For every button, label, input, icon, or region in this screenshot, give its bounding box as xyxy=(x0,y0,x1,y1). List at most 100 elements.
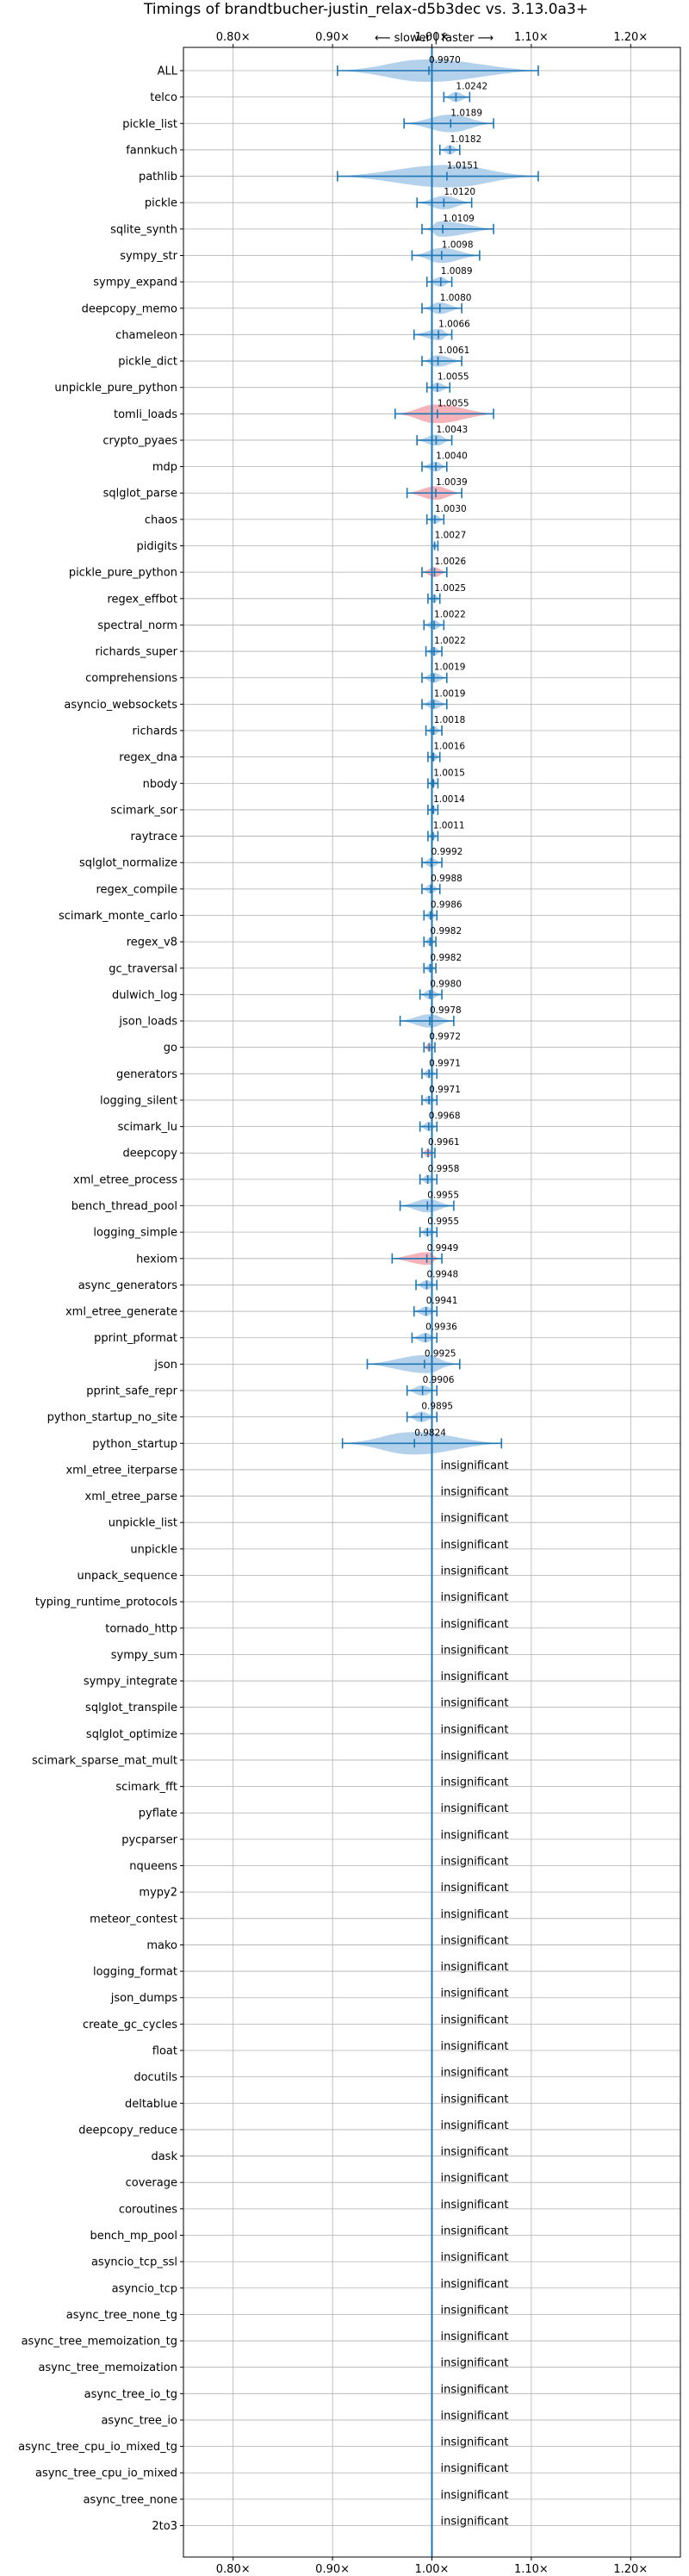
benchmark-label: regex_dna xyxy=(119,751,177,764)
insignificant-label: insignificant xyxy=(441,2224,509,2237)
insignificant-label: insignificant xyxy=(441,2278,509,2291)
value-label: 1.0098 xyxy=(442,240,474,250)
insignificant-label: insignificant xyxy=(441,1591,509,1604)
insignificant-label: insignificant xyxy=(441,2410,509,2423)
benchmark-label: logging_format xyxy=(93,1966,177,1979)
value-label: 0.9955 xyxy=(427,1191,459,1201)
insignificant-label: insignificant xyxy=(441,1723,509,1736)
insignificant-label: insignificant xyxy=(441,1856,509,1869)
benchmark-label: go xyxy=(164,1042,177,1055)
insignificant-label: insignificant xyxy=(441,1934,509,1947)
insignificant-label: insignificant xyxy=(441,2357,509,2370)
value-label: 1.0027 xyxy=(435,531,467,541)
value-label: 1.0022 xyxy=(434,609,466,619)
benchmark-label: pidigits xyxy=(137,540,178,553)
value-label: 0.9949 xyxy=(427,1243,459,1254)
benchmark-label: richards xyxy=(133,725,178,738)
value-label: 0.9948 xyxy=(426,1269,458,1279)
benchmark-label: scimark_fft xyxy=(115,1781,177,1794)
benchmark-label: pprint_safe_repr xyxy=(86,1385,177,1398)
insignificant-label: insignificant xyxy=(441,2383,509,2396)
benchmark-label: coverage xyxy=(126,2177,177,2190)
benchmark-label: chaos xyxy=(145,513,177,526)
insignificant-label: insignificant xyxy=(441,1750,509,1763)
benchmark-label: sqlglot_transpile xyxy=(85,1702,177,1714)
direction-note: ⟵ slower | faster ⟶ xyxy=(375,32,493,45)
value-label: 1.0089 xyxy=(441,266,473,277)
value-label: 0.9978 xyxy=(430,1005,462,1016)
benchmark-label: regex_compile xyxy=(96,883,177,896)
value-label: 1.0120 xyxy=(444,187,475,197)
insignificant-label: insignificant xyxy=(441,2516,509,2529)
benchmark-label: mako xyxy=(146,1939,177,1952)
insignificant-label: insignificant xyxy=(441,1565,509,1577)
insignificant-label: insignificant xyxy=(441,2067,509,2080)
value-label: 1.0018 xyxy=(434,715,466,725)
value-label: 1.0015 xyxy=(433,768,465,778)
value-label: 0.9895 xyxy=(421,1402,453,1412)
value-label: 0.9958 xyxy=(428,1164,460,1174)
insignificant-label: insignificant xyxy=(441,2146,509,2159)
benchmark-label: typing_runtime_protocols xyxy=(35,1596,177,1609)
benchmark-label: scimark_lu xyxy=(118,1121,177,1134)
x-tick-label-bottom: 0.80× xyxy=(216,2563,251,2576)
benchmark-label: docutils xyxy=(133,2071,177,2084)
benchmark-label: async_tree_memoization_tg xyxy=(22,2336,177,2349)
benchmark-label: async_tree_cpu_io_mixed xyxy=(35,2467,177,2480)
value-label: 0.9988 xyxy=(431,874,462,884)
insignificant-label: insignificant xyxy=(441,2093,509,2106)
insignificant-label: insignificant xyxy=(441,1802,509,1815)
insignificant-label: insignificant xyxy=(441,1618,509,1631)
benchmark-label: regex_v8 xyxy=(127,936,177,949)
benchmark-label: pickle_dict xyxy=(118,356,177,369)
x-tick-label-top: 0.80× xyxy=(216,31,251,44)
benchmark-label: meteor_contest xyxy=(90,1913,177,1926)
benchmark-label: bench_mp_pool xyxy=(90,2230,177,2243)
benchmark-label: logging_simple xyxy=(93,1227,177,1240)
benchmark-label: pathlib xyxy=(139,171,177,184)
value-label: 1.0055 xyxy=(438,398,469,408)
x-tick-label-bottom: 0.90× xyxy=(315,2563,350,2576)
benchmark-label: spectral_norm xyxy=(97,619,177,632)
x-tick-label-bottom: 1.10× xyxy=(514,2563,549,2576)
benchmark-label: async_tree_cpu_io_mixed_tg xyxy=(18,2441,177,2454)
insignificant-label: insignificant xyxy=(441,1961,509,1974)
value-label: 1.0242 xyxy=(456,82,487,92)
value-label: 0.9925 xyxy=(425,1348,456,1359)
insignificant-label: insignificant xyxy=(441,2172,509,2185)
benchmark-label: deltablue xyxy=(125,2098,177,2111)
benchmark-label: dask xyxy=(151,2150,177,2163)
chart-title: Timings of brandtbucher-justin_relax-d5b… xyxy=(143,1,588,18)
value-label: 0.9955 xyxy=(427,1216,459,1227)
annotations: 0.9970 1.0242 1.0189 1.0182 1.0151 1.0120 1.01… xyxy=(414,55,508,2529)
x-tick-label-top: 1.00× xyxy=(415,31,450,44)
value-label: 1.0080 xyxy=(440,293,472,303)
benchmark-label: pickle xyxy=(145,197,177,210)
value-label: 1.0151 xyxy=(447,161,479,171)
benchmark-label: pickle_list xyxy=(122,118,177,131)
benchmark-label: scimark_sor xyxy=(110,804,177,817)
benchmark-label: sqlglot_parse xyxy=(103,488,177,501)
benchmark-label: async_tree_io xyxy=(101,2414,177,2427)
benchmark-label: bench_thread_pool xyxy=(71,1200,177,1213)
benchmark-label: async_tree_none xyxy=(84,2493,177,2506)
x-axis-ticks: 0.80× 0.80× 0.90× 0.90× 1.00× 1.00× 1.10× 1.10×… xyxy=(180,31,648,2576)
insignificant-label: insignificant xyxy=(441,2489,509,2502)
insignificant-label: insignificant xyxy=(441,2040,509,2053)
value-label: 1.0061 xyxy=(438,345,470,356)
benchmark-label: sympy_integrate xyxy=(84,1676,177,1689)
benchmark-label: async_generators xyxy=(78,1279,178,1292)
benchmark-label: json xyxy=(153,1359,177,1372)
x-tick-label-top: 1.10× xyxy=(514,31,549,44)
value-label: 0.9982 xyxy=(430,926,462,936)
insignificant-label: insignificant xyxy=(441,1882,509,1895)
category-labels: ALL telco pickle_list fannkuch pathlib pickle… xyxy=(18,65,178,2534)
benchmark-label: comprehensions xyxy=(85,672,177,685)
benchmark-label: richards_super xyxy=(95,646,177,659)
benchmark-label: sqlite_synth xyxy=(110,223,177,236)
benchmark-label: python_startup_no_site xyxy=(47,1411,177,1424)
insignificant-label: insignificant xyxy=(441,1829,509,1842)
benchmark-label: create_gc_cycles xyxy=(83,2019,177,2032)
benchmark-label: async_tree_memoization xyxy=(38,2361,177,2374)
